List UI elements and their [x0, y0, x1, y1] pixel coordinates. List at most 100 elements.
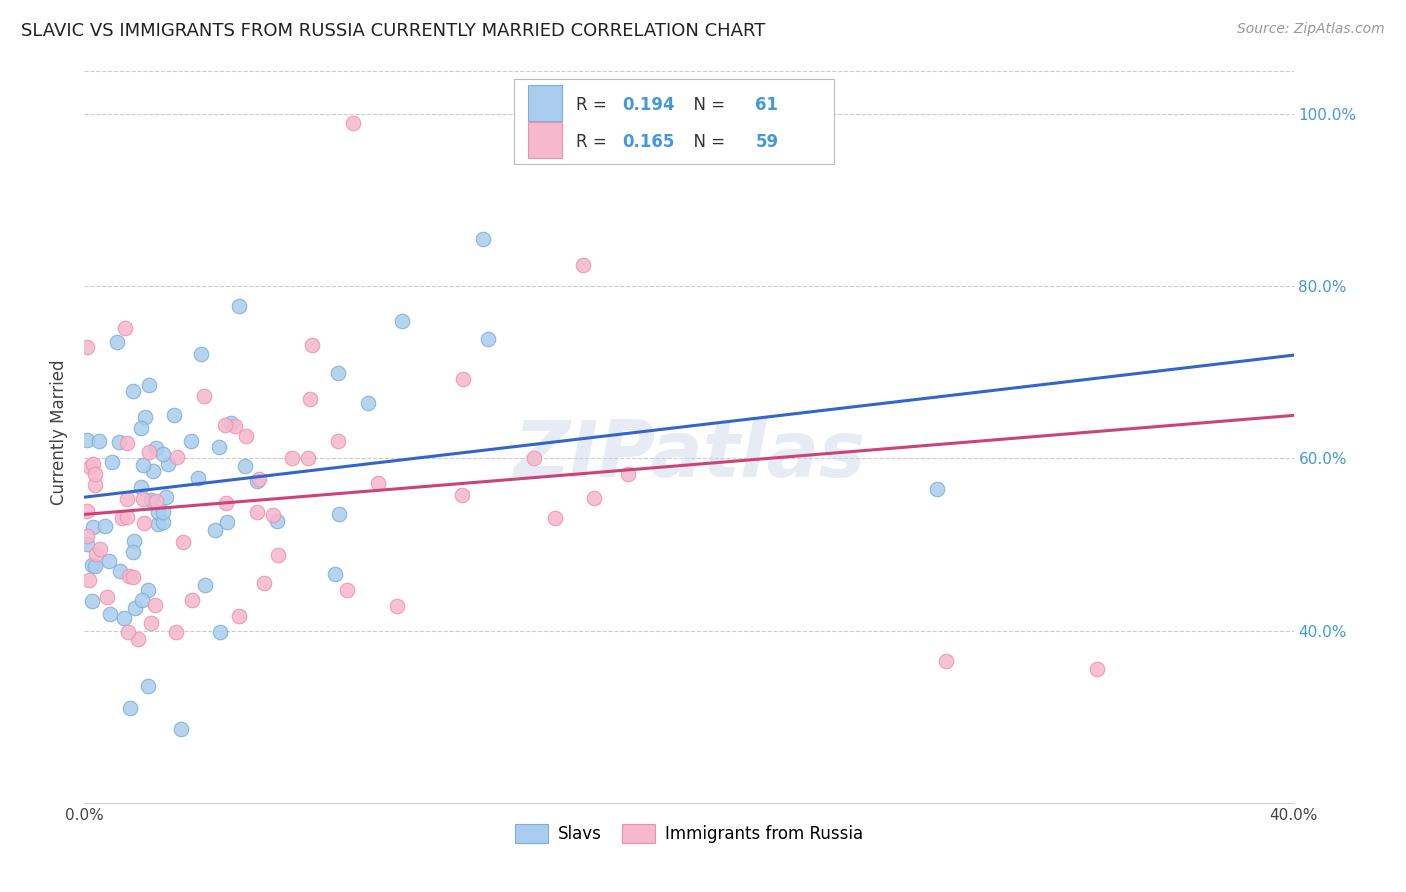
Point [89, 434, 111, 448]
Point [172, 535, 194, 549]
Text: N =: N = [683, 95, 730, 113]
Point [235, 429, 257, 443]
Point [129, 480, 152, 494]
Point [233, 458, 256, 473]
Point [925, 482, 948, 496]
Point [80, 594, 103, 608]
Point [76, 536, 98, 550]
Point [477, 332, 499, 346]
Text: 59: 59 [755, 133, 779, 151]
Point [127, 632, 149, 647]
Point [163, 408, 186, 422]
Point [136, 679, 159, 693]
Point [146, 517, 169, 532]
Point [326, 434, 349, 448]
Point [166, 450, 188, 465]
Point [209, 624, 232, 639]
Text: SLAVIC VS IMMIGRANTS FROM RUSSIA CURRENTLY MARRIED CORRELATION CHART: SLAVIC VS IMMIGRANTS FROM RUSSIA CURRENT… [21, 22, 765, 40]
Point [228, 299, 250, 313]
Point [83, 559, 105, 574]
Point [101, 455, 124, 469]
Point [214, 417, 236, 432]
Text: R =: R = [576, 95, 613, 113]
Point [117, 625, 139, 640]
Point [228, 608, 250, 623]
Point [155, 490, 177, 504]
Point [224, 418, 246, 433]
Y-axis label: Currently Married: Currently Married [49, 359, 67, 506]
Point [84, 547, 107, 561]
Point [97, 554, 120, 568]
Point [98, 607, 121, 621]
Point [204, 523, 226, 537]
Point [328, 507, 350, 521]
Point [84, 467, 107, 482]
Point [145, 493, 167, 508]
Point [583, 491, 606, 506]
Point [118, 569, 141, 583]
Point [245, 506, 267, 520]
Point [301, 338, 323, 352]
Point [76, 529, 98, 543]
Point [77, 574, 100, 588]
Point [143, 599, 166, 613]
Text: 0.194: 0.194 [623, 95, 675, 113]
Point [323, 567, 346, 582]
Point [208, 440, 231, 454]
Point [94, 519, 117, 533]
Point [112, 611, 135, 625]
Point [336, 582, 359, 597]
Point [82, 520, 104, 534]
Point [121, 384, 143, 398]
FancyBboxPatch shape [529, 122, 562, 158]
Point [115, 435, 138, 450]
Point [219, 416, 242, 430]
Point [76, 433, 98, 447]
Point [190, 347, 212, 361]
Point [181, 593, 204, 607]
Point [297, 451, 319, 466]
FancyBboxPatch shape [513, 78, 834, 164]
Point [935, 654, 957, 668]
Point [132, 516, 155, 530]
Point [1085, 662, 1108, 676]
Point [193, 389, 215, 403]
Point [299, 392, 322, 406]
Point [141, 616, 163, 631]
Point [152, 447, 174, 461]
Point [451, 488, 474, 502]
Point [262, 508, 284, 522]
Point [544, 510, 567, 524]
Point [453, 371, 475, 385]
Point [110, 564, 132, 578]
Point [387, 599, 409, 613]
Text: R =: R = [576, 133, 613, 151]
Point [76, 503, 98, 517]
Point [617, 467, 640, 481]
Point [523, 451, 546, 466]
Point [115, 491, 138, 506]
Point [82, 558, 104, 573]
Point [122, 570, 145, 584]
Point [122, 533, 145, 548]
Point [107, 335, 129, 350]
Point [110, 511, 132, 525]
Point [152, 505, 174, 519]
Point [139, 492, 162, 507]
FancyBboxPatch shape [529, 86, 562, 121]
Point [253, 576, 276, 591]
Point [115, 510, 138, 524]
Point [114, 320, 136, 334]
Point [120, 701, 142, 715]
Legend: Slavs, Immigrants from Russia: Slavs, Immigrants from Russia [508, 817, 870, 850]
Point [96, 591, 118, 605]
Point [131, 491, 153, 506]
Text: 61: 61 [755, 95, 779, 113]
Point [249, 473, 271, 487]
Text: N =: N = [683, 133, 730, 151]
Point [180, 434, 202, 449]
Point [356, 396, 378, 410]
Point [157, 458, 180, 472]
Point [146, 505, 169, 519]
Point [82, 457, 104, 471]
